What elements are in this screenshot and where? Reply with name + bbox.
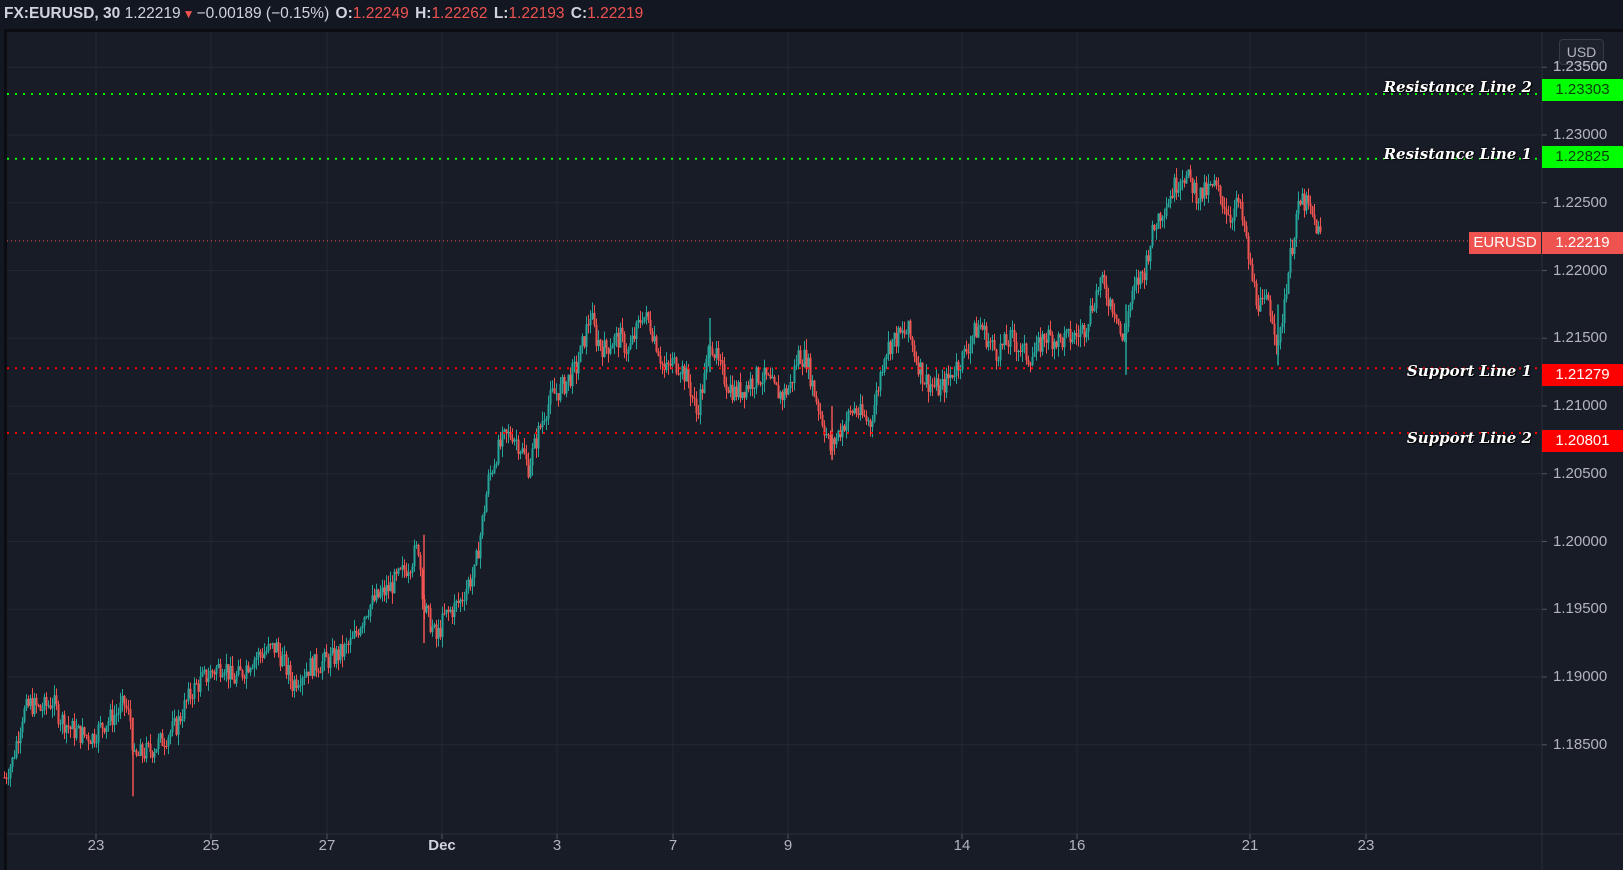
time-tick-label: 9	[783, 837, 793, 854]
high-value: 1.22262	[431, 5, 488, 22]
time-tick-label: Dec	[428, 837, 456, 854]
resistance-line-1-price-tag: 1.22825	[1542, 146, 1623, 168]
symbol-legend: FX:EURUSD, 30 1.22219 ▼ −0.00189 (−0.15%) …	[4, 2, 643, 26]
triangle-down-icon: ▼	[182, 7, 195, 21]
price-tick-label: 1.23500	[1553, 58, 1608, 76]
time-tick-label: 16	[1068, 837, 1086, 854]
price-tick-label: 1.19500	[1553, 600, 1608, 618]
price-tick-label: 1.19000	[1553, 668, 1608, 685]
time-tick-label: 14	[953, 837, 971, 854]
time-tick-label: 3	[552, 837, 562, 854]
price-tick-label: 1.18500	[1553, 735, 1608, 753]
close-value: 1.22219	[587, 5, 644, 22]
open-value: 1.22249	[352, 5, 409, 22]
low-label: L:	[493, 5, 509, 22]
candles	[3, 165, 1322, 797]
price-tick-label: 1.23000	[1553, 126, 1608, 143]
low-value: 1.22193	[508, 5, 565, 22]
price-tick-label: 1.20000	[1553, 532, 1608, 550]
support-line-2-label[interactable]: Support Line 2	[1406, 429, 1532, 447]
symbol-name[interactable]: FX:EURUSD, 30	[4, 5, 121, 22]
time-tick-label: 21	[1241, 837, 1259, 854]
currency-unit-button[interactable]: USD	[1559, 39, 1604, 65]
current-symbol-tag: EURUSD	[1469, 232, 1541, 254]
time-tick-label: 23	[1357, 837, 1375, 854]
time-tick-label: 7	[668, 837, 678, 854]
resistance-line-2-label[interactable]: Resistance Line 2	[1383, 78, 1532, 96]
time-tick-label: 27	[318, 837, 336, 854]
price-tick-label: 1.20500	[1553, 464, 1608, 482]
last-price: 1.22219	[124, 5, 181, 22]
time-tick-label: 23	[87, 837, 105, 854]
chart-pane[interactable]	[4, 29, 1623, 870]
support-line-2-price-tag: 1.20801	[1542, 430, 1623, 452]
current-price-tag: 1.22219	[1542, 232, 1623, 254]
high-label: H:	[415, 5, 432, 22]
close-label: C:	[570, 5, 588, 22]
price-tick-label: 1.21000	[1553, 397, 1608, 414]
resistance-line-2-price-tag: 1.23303	[1542, 79, 1623, 101]
time-tick-label: 25	[202, 837, 220, 854]
support-line-1-price-tag: 1.21279	[1542, 364, 1623, 386]
price-tick-label: 1.23500	[1553, 58, 1608, 76]
price-change: −0.00189 (−0.15%)	[196, 5, 330, 22]
support-line-1-label[interactable]: Support Line 1	[1406, 362, 1532, 380]
price-tick-label: 1.22500	[1553, 193, 1608, 211]
price-tick-label: 1.21500	[1553, 329, 1608, 347]
resistance-line-1-label[interactable]: Resistance Line 1	[1383, 145, 1532, 163]
open-label: O:	[335, 5, 353, 22]
price-tick-label: 1.22000	[1553, 261, 1608, 279]
